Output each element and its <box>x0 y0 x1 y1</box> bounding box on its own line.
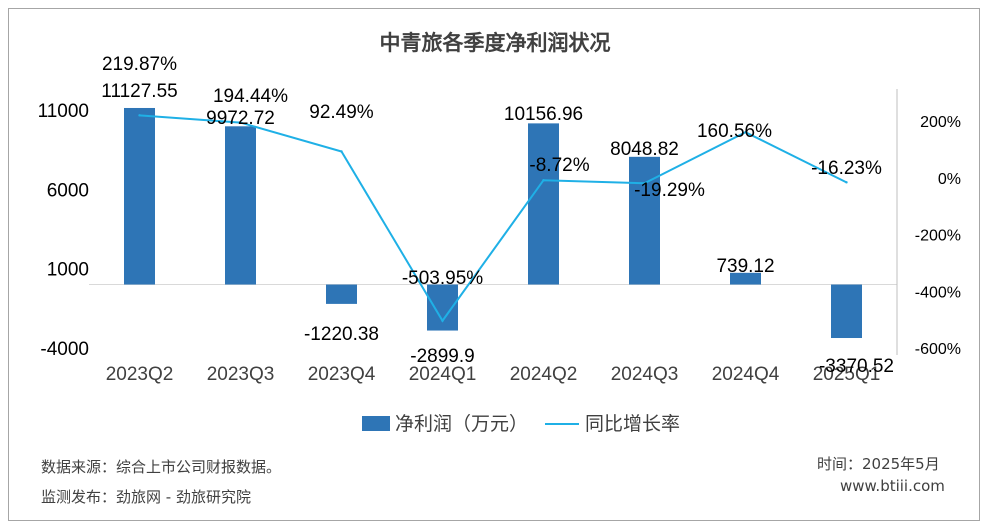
axes-layer: 11000 6000 1000 -4000 200% 0% -200% -400% -600% 2… <box>38 89 961 385</box>
legend-bar-label: 净利润（万元） <box>395 413 528 435</box>
bar-value-label: -3370.52 <box>819 356 894 377</box>
growth-line <box>139 114 847 323</box>
y2-tick-label: -600% <box>915 341 961 358</box>
y2-tick-label: -200% <box>915 228 961 245</box>
bar <box>831 284 862 339</box>
y2-tick-label: 0% <box>938 171 961 188</box>
bar <box>427 284 458 331</box>
growth-point <box>239 121 242 124</box>
y2-tick-label: 200% <box>920 114 961 131</box>
chart-canvas: 中青旅各季度净利润状况 11000 6000 1000 -4000 200% 0% -200… <box>38 31 961 435</box>
y-tick-label: 6000 <box>47 180 89 201</box>
growth-value-label: 160.56% <box>697 121 772 142</box>
growth-point <box>643 182 646 185</box>
growth-value-label: 219.87% <box>102 54 177 75</box>
x-tick-label: 2024Q2 <box>510 364 578 385</box>
x-tick-label: 2025Q1 <box>813 364 881 385</box>
bar-value-label: 8048.82 <box>610 139 679 160</box>
growth-value-label: -19.29% <box>634 180 705 201</box>
growth-value-label: -503.95% <box>402 268 483 289</box>
x-tick-label: 2024Q1 <box>409 364 477 385</box>
growth-point <box>845 181 848 184</box>
growth-value-label: -16.23% <box>811 158 882 179</box>
line-layer <box>138 114 848 323</box>
source-note: 数据来源：综合上市公司财报数据。 <box>41 458 282 476</box>
publisher-note: 监测发布：劲旅网 - 劲旅研究院 <box>41 488 251 506</box>
y-tick-label: 11000 <box>38 101 89 122</box>
growth-point <box>340 150 343 153</box>
x-tick-label: 2024Q3 <box>611 364 679 385</box>
website-note: www.btiii.com <box>840 477 945 495</box>
bar-value-label: 9972.72 <box>206 108 275 129</box>
legend-line-label: 同比增长率 <box>585 413 680 435</box>
growth-point <box>542 179 545 182</box>
growth-value-label: 92.49% <box>309 102 374 123</box>
bar-value-label: -1220.38 <box>304 324 379 345</box>
bar-value-label: -2899.9 <box>410 346 474 367</box>
time-note: 时间：2025年5月 <box>817 455 940 473</box>
x-tick-label: 2023Q4 <box>308 364 376 385</box>
chart-title: 中青旅各季度净利润状况 <box>380 31 611 55</box>
x-tick-label: 2023Q3 <box>207 364 275 385</box>
y-tick-label: 1000 <box>47 260 89 281</box>
growth-point <box>441 319 444 322</box>
bar <box>528 123 559 285</box>
growth-point <box>744 130 747 134</box>
bar-value-label: 739.12 <box>716 256 774 277</box>
growth-point <box>138 114 141 117</box>
y-tick-label: -4000 <box>40 339 89 360</box>
bar <box>326 284 357 304</box>
bars-layer <box>124 107 862 339</box>
bar-value-label: 11127.55 <box>101 81 177 102</box>
legend-bar-swatch <box>362 416 390 431</box>
bar <box>124 107 155 285</box>
bar <box>225 126 256 285</box>
growth-value-label: -8.72% <box>529 155 589 176</box>
legend: 净利润（万元） 同比增长率 <box>362 413 680 435</box>
x-tick-label: 2024Q4 <box>712 364 780 385</box>
bar <box>730 272 761 285</box>
x-tick-label: 2023Q2 <box>106 364 174 385</box>
y2-tick-label: -400% <box>915 284 961 301</box>
bar <box>629 156 660 285</box>
growth-value-label: 194.44% <box>213 86 288 107</box>
bar-value-label: 10156.96 <box>504 104 583 125</box>
chart-frame: 中青旅各季度净利润状况 11000 6000 1000 -4000 200% 0% -200… <box>8 8 980 521</box>
labels-layer: 11127.55 9972.72 -1220.38 -2899.9 10156.96 80… <box>101 54 894 377</box>
